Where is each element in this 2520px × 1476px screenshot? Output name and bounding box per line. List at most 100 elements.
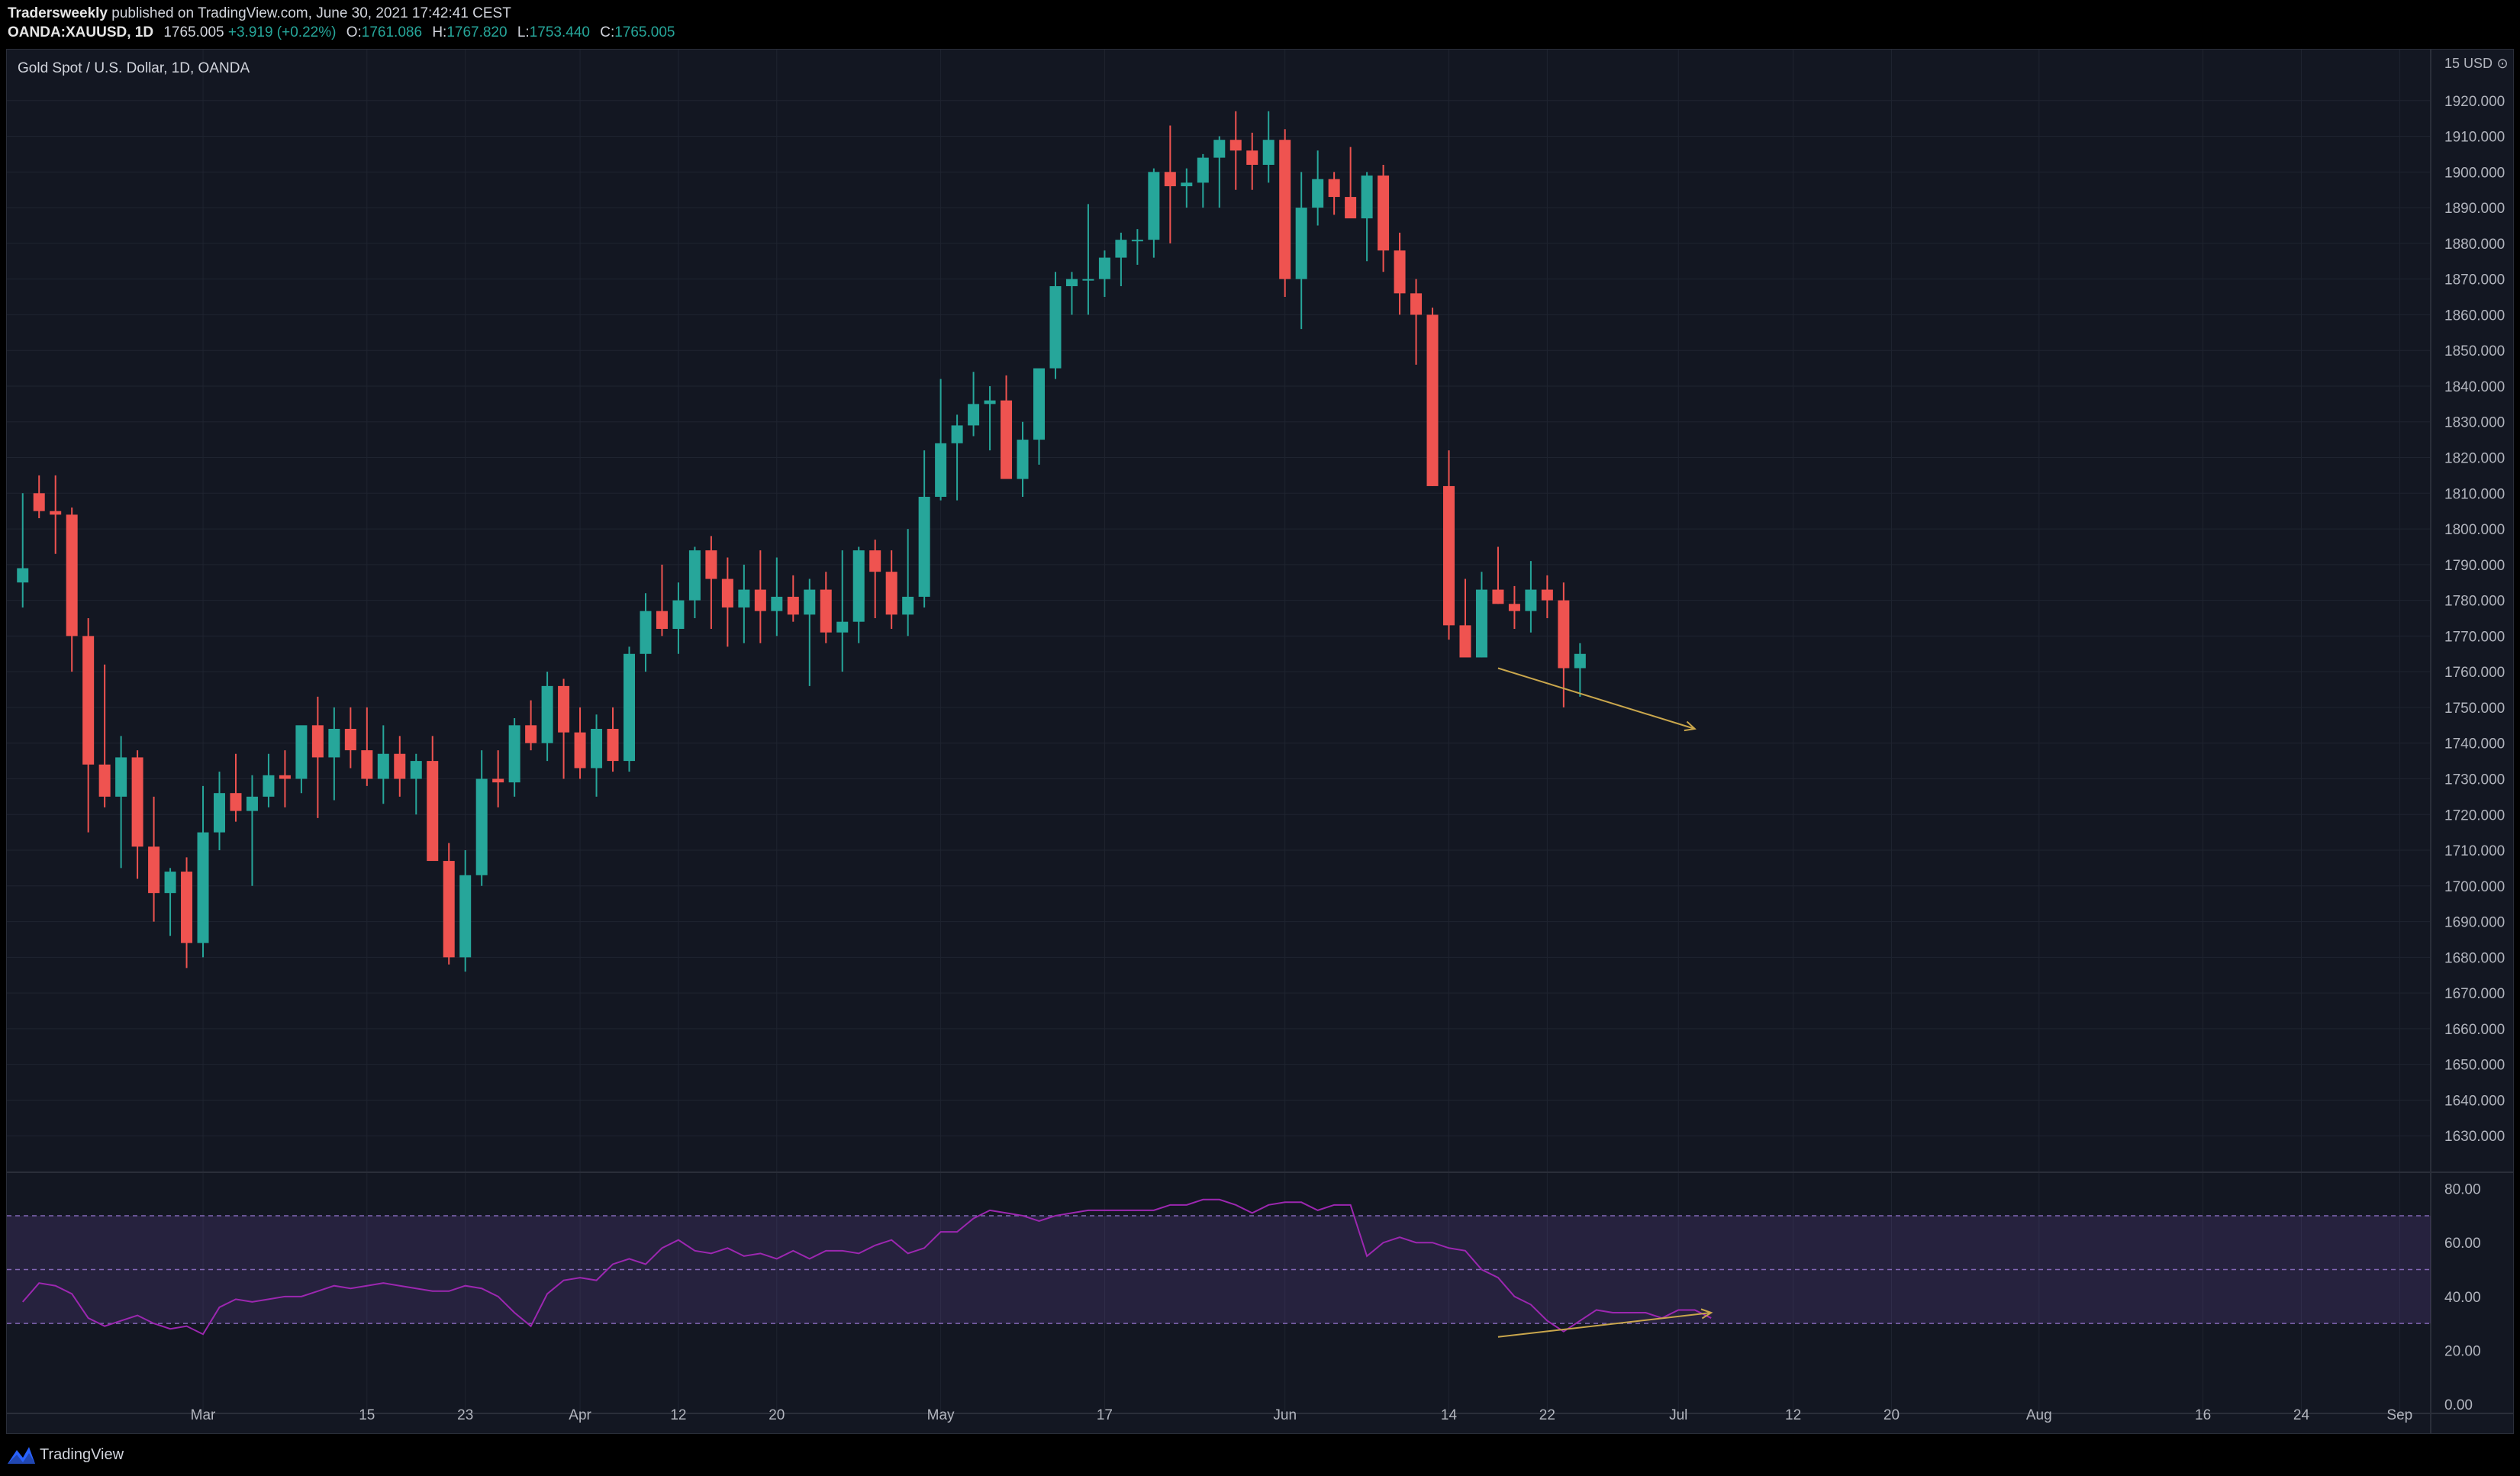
- candle-body[interactable]: [1033, 368, 1045, 440]
- candle-body[interactable]: [1279, 140, 1291, 279]
- candle-body[interactable]: [688, 550, 701, 601]
- candle-body[interactable]: [98, 764, 111, 797]
- candle-body[interactable]: [50, 511, 62, 515]
- candle-body[interactable]: [1049, 286, 1062, 369]
- candle-body[interactable]: [427, 761, 439, 862]
- chart-svg[interactable]: 1630.000 1640.000 1650.000 1660.000 1670.000…: [7, 50, 2513, 1433]
- candle-body[interactable]: [1197, 157, 1209, 183]
- candle-body[interactable]: [1361, 176, 1373, 219]
- candle-body[interactable]: [1558, 600, 1570, 669]
- candle-body[interactable]: [1459, 625, 1471, 658]
- candle-body[interactable]: [1345, 197, 1357, 219]
- candle-body[interactable]: [443, 861, 455, 958]
- candle-body[interactable]: [115, 757, 127, 797]
- candle-body[interactable]: [1574, 653, 1586, 669]
- candle-body[interactable]: [279, 775, 291, 779]
- candle-body[interactable]: [672, 600, 685, 630]
- candle-body[interactable]: [1525, 589, 1537, 611]
- candle-body[interactable]: [869, 550, 881, 572]
- rsi-line[interactable]: [21, 1198, 1712, 1336]
- candle-body[interactable]: [394, 753, 406, 779]
- candle-body[interactable]: [1065, 279, 1078, 286]
- candle-body[interactable]: [295, 725, 308, 779]
- candle-body[interactable]: [1508, 604, 1520, 611]
- candle-body[interactable]: [230, 793, 242, 811]
- candle-body[interactable]: [410, 761, 422, 779]
- candle-body[interactable]: [131, 757, 143, 847]
- candle-body[interactable]: [705, 550, 717, 579]
- candle-body[interactable]: [181, 872, 193, 943]
- candle-body[interactable]: [558, 685, 570, 733]
- candle-body[interactable]: [344, 729, 356, 751]
- candle-body[interactable]: [836, 621, 849, 633]
- candle-body[interactable]: [1410, 293, 1423, 315]
- candle-body[interactable]: [1148, 172, 1160, 240]
- candle-body[interactable]: [1229, 140, 1242, 151]
- price-trendline[interactable]: [1497, 667, 1695, 730]
- candle-body[interactable]: [968, 404, 980, 426]
- candle-body[interactable]: [82, 636, 95, 765]
- candle-body[interactable]: [1131, 240, 1143, 242]
- candle-body[interactable]: [640, 611, 652, 654]
- rsi-trendline[interactable]: [1497, 1312, 1712, 1338]
- candle-body[interactable]: [148, 846, 160, 894]
- tradingview-brand[interactable]: TradingView: [40, 1446, 124, 1463]
- candle-body[interactable]: [1017, 440, 1029, 479]
- candle-body[interactable]: [1164, 172, 1176, 187]
- chart-area[interactable]: 1630.000 1640.000 1650.000 1660.000 1670.000…: [6, 49, 2514, 1434]
- candle-body[interactable]: [902, 596, 914, 615]
- candle-body[interactable]: [1082, 279, 1094, 281]
- candle-body[interactable]: [820, 589, 832, 633]
- author-name[interactable]: Tradersweekly: [8, 5, 108, 21]
- candle-body[interactable]: [492, 778, 504, 783]
- candle-body[interactable]: [935, 443, 947, 497]
- candle-body[interactable]: [624, 653, 635, 762]
- candle-body[interactable]: [459, 875, 472, 958]
- candle-body[interactable]: [1115, 240, 1127, 258]
- candle-body[interactable]: [475, 778, 488, 875]
- candle-body[interactable]: [263, 775, 275, 797]
- candle-body[interactable]: [1246, 150, 1258, 165]
- candle-body[interactable]: [656, 611, 668, 630]
- candle-body[interactable]: [311, 725, 324, 758]
- candle-body[interactable]: [1262, 140, 1275, 165]
- candle-body[interactable]: [852, 550, 865, 622]
- candle-body[interactable]: [1098, 257, 1110, 279]
- candle-body[interactable]: [17, 568, 29, 583]
- candle-body[interactable]: [197, 832, 209, 943]
- candle-body[interactable]: [1181, 182, 1193, 187]
- candle-body[interactable]: [541, 685, 553, 743]
- candle-body[interactable]: [804, 589, 816, 615]
- tradingview-logo-icon[interactable]: [6, 1445, 37, 1465]
- candle-body[interactable]: [214, 793, 225, 833]
- candle-body[interactable]: [591, 729, 603, 769]
- candle-body[interactable]: [525, 725, 537, 743]
- candle-body[interactable]: [721, 578, 733, 607]
- candle-body[interactable]: [1426, 314, 1439, 486]
- candle-body[interactable]: [754, 589, 766, 611]
- candle-body[interactable]: [738, 589, 750, 607]
- candle-body[interactable]: [1001, 400, 1013, 479]
- candle-body[interactable]: [1475, 589, 1487, 658]
- candle-body[interactable]: [1492, 589, 1504, 604]
- candle-body[interactable]: [1541, 589, 1553, 601]
- candle-body[interactable]: [377, 753, 389, 779]
- candle-body[interactable]: [607, 729, 619, 762]
- candle-body[interactable]: [1443, 485, 1455, 626]
- candle-body[interactable]: [1328, 179, 1340, 198]
- candle-body[interactable]: [508, 725, 520, 783]
- candle-body[interactable]: [1394, 250, 1406, 294]
- candle-body[interactable]: [771, 596, 783, 611]
- candle-body[interactable]: [574, 732, 586, 769]
- candle-body[interactable]: [66, 514, 78, 636]
- auto-scale-icon[interactable]: ⊙: [2496, 56, 2508, 71]
- candle-body[interactable]: [1213, 140, 1226, 158]
- candle-body[interactable]: [328, 729, 340, 758]
- candle-body[interactable]: [1312, 179, 1324, 208]
- candle-body[interactable]: [1295, 208, 1307, 279]
- candle-body[interactable]: [164, 872, 176, 894]
- candle-body[interactable]: [951, 425, 963, 443]
- candle-body[interactable]: [885, 572, 897, 615]
- candle-body[interactable]: [984, 400, 996, 404]
- candle-body[interactable]: [33, 493, 45, 511]
